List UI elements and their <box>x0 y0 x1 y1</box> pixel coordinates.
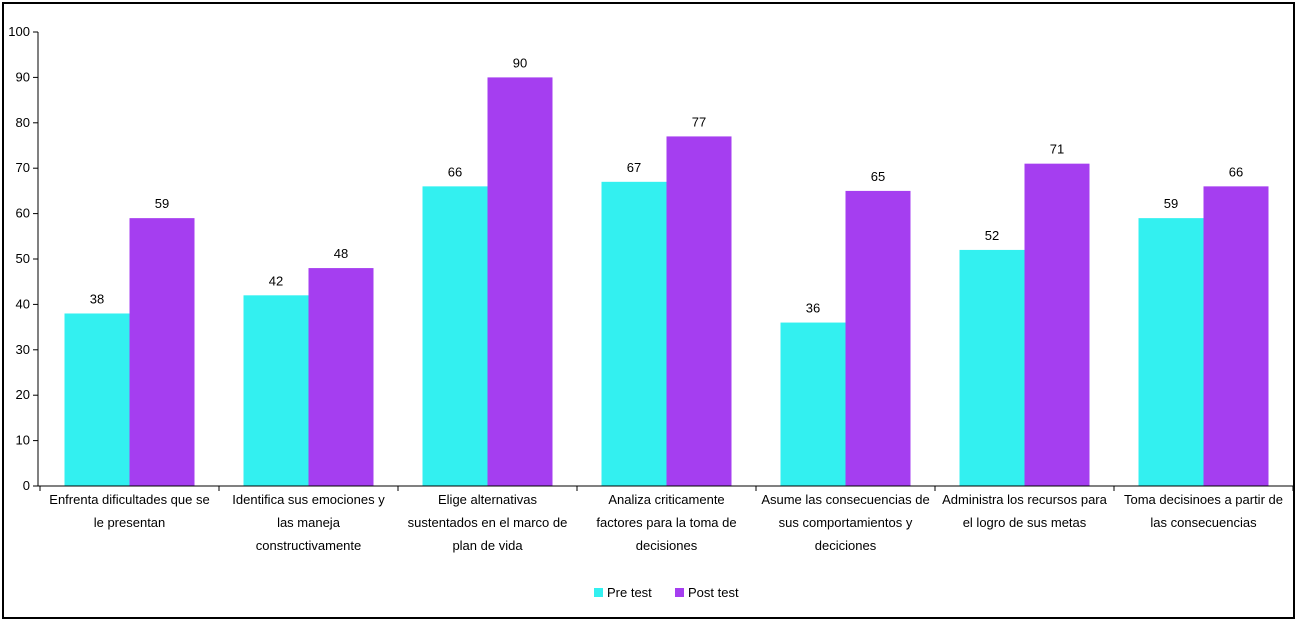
y-tick-label: 100 <box>8 24 30 39</box>
y-tick-label: 20 <box>16 387 30 402</box>
data-label: 36 <box>806 301 820 316</box>
bar-post-test <box>845 190 911 486</box>
category-label: Analiza criticamente factores para la tom… <box>596 492 736 553</box>
data-label: 66 <box>448 164 462 179</box>
x-axis <box>38 485 1293 491</box>
bar-pre-test <box>601 181 667 486</box>
data-label: 90 <box>513 55 527 70</box>
category-label: Toma decisinoes a partir de las consecuen… <box>1124 492 1283 530</box>
bar-pre-test <box>780 322 846 486</box>
y-tick-label: 30 <box>16 342 30 357</box>
bar-pre-test <box>64 313 130 486</box>
y-tick-label: 40 <box>16 296 30 311</box>
y-tick-label: 80 <box>16 115 30 130</box>
data-labels: 38 59 42 48 66 90 67 77 36 65 52 71 59 66 <box>90 55 1243 315</box>
bar-post-test <box>129 218 195 486</box>
y-axis: 0 10 20 30 40 50 60 70 80 90 100 <box>8 24 39 493</box>
data-label: 71 <box>1050 142 1064 157</box>
bar-pre-test <box>1138 218 1204 486</box>
bar-pre-test <box>422 186 488 487</box>
category-label: Asume las consecuencias de sus comportami… <box>761 492 929 553</box>
category-labels: Enfrenta dificultades que se le presentan… <box>49 492 1283 553</box>
bars <box>64 77 1269 487</box>
data-label: 59 <box>155 196 169 211</box>
data-label: 65 <box>871 169 885 184</box>
data-label: 59 <box>1164 196 1178 211</box>
legend-swatch <box>675 588 684 597</box>
data-label: 52 <box>985 228 999 243</box>
y-tick-label: 0 <box>23 478 30 493</box>
legend-label: Post test <box>688 585 739 600</box>
bar-post-test <box>1024 163 1090 486</box>
legend-item-pre-test: Pre test <box>594 585 652 600</box>
y-tick-label: 60 <box>16 206 30 221</box>
bar-post-test <box>666 136 732 487</box>
bar-post-test <box>1203 186 1269 487</box>
y-tick-label: 10 <box>16 433 30 448</box>
category-label: Enfrenta dificultades que se le presentan <box>49 492 209 530</box>
data-label: 48 <box>334 246 348 261</box>
y-tick-label: 50 <box>16 251 30 266</box>
category-label: Administra los recursos para el logro de … <box>942 492 1107 530</box>
bar-post-test <box>487 77 553 487</box>
legend: Pre test Post test <box>594 585 739 600</box>
data-label: 77 <box>692 114 706 129</box>
data-label: 66 <box>1229 164 1243 179</box>
bar-pre-test <box>243 295 309 486</box>
category-label: Identifica sus emociones y las maneja cons… <box>232 492 385 553</box>
data-label: 67 <box>627 160 641 175</box>
y-tick-label: 90 <box>16 69 30 84</box>
legend-item-post-test: Post test <box>675 585 739 600</box>
category-label: Elige alternativas sustentados en el marc… <box>408 492 568 553</box>
data-label: 38 <box>90 291 104 306</box>
bar-post-test <box>308 268 374 486</box>
legend-label: Pre test <box>607 585 652 600</box>
data-label: 42 <box>269 273 283 288</box>
y-tick-label: 70 <box>16 160 30 175</box>
bar-pre-test <box>959 249 1025 486</box>
legend-swatch <box>594 588 603 597</box>
